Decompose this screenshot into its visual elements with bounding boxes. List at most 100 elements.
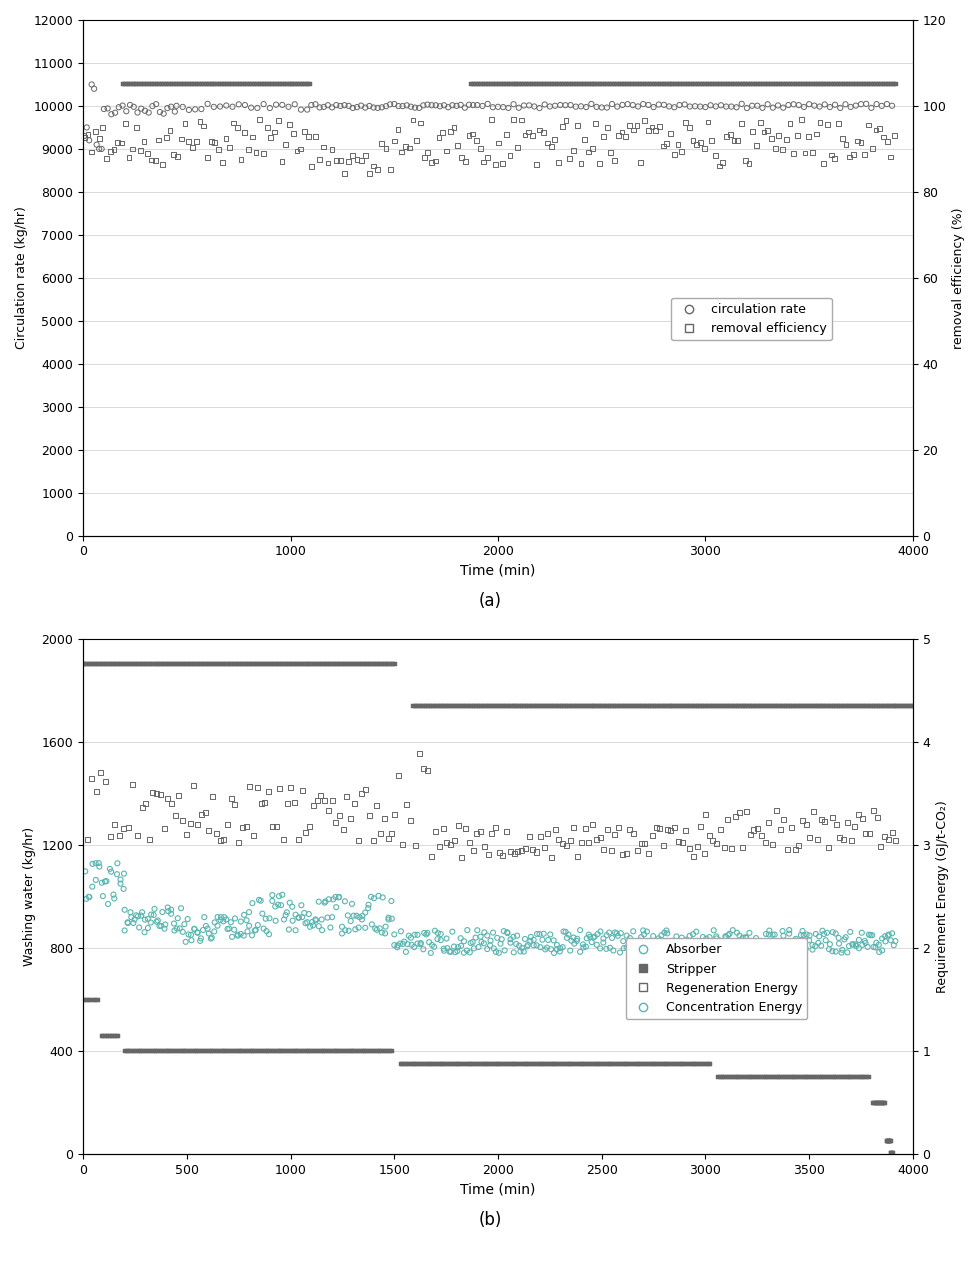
Point [364,654,379,674]
Point [722,695,738,716]
Point [354,784,369,804]
Point [430,1054,446,1074]
Point [871,935,887,955]
Point [831,114,847,134]
Point [458,1054,473,1074]
Point [662,124,678,144]
Point [137,793,153,813]
Point [213,907,228,928]
Point [117,1041,132,1061]
Point [542,1054,558,1074]
Point [145,1041,161,1061]
Point [399,95,415,115]
Point [826,695,842,716]
Point [681,117,697,138]
Point [86,78,102,98]
Point [310,654,325,674]
Point [837,695,853,716]
Point [665,695,681,716]
Point [426,936,442,957]
Point [265,891,280,911]
Point [343,1041,359,1061]
Point [301,904,317,924]
Point [111,97,126,117]
Point [378,96,394,116]
Point [232,1041,248,1061]
Point [848,74,863,95]
Point [584,74,600,95]
Point [737,695,753,716]
Point [324,654,340,674]
Point [167,101,182,121]
Point [167,914,182,934]
Point [351,830,367,851]
Point [279,1041,295,1061]
Point [400,1054,416,1074]
Point [497,695,513,716]
Point [745,121,760,141]
Point [603,695,618,716]
Point [872,119,888,139]
Point [536,837,552,857]
Point [682,74,698,95]
Point [558,95,573,115]
Point [564,74,580,95]
Point [790,125,806,145]
Point [851,930,866,950]
Point [714,940,730,960]
Point [677,95,693,115]
Point [412,97,427,117]
Point [578,97,594,117]
Point [207,133,222,153]
Point [234,1041,250,1061]
Point [255,904,270,924]
Point [875,74,891,95]
Point [103,141,119,162]
Point [116,878,131,899]
Point [646,695,662,716]
Point [501,97,516,117]
Y-axis label: Requirement Energy (GJ/t-CO₂): Requirement Energy (GJ/t-CO₂) [936,800,949,993]
Point [808,124,824,144]
Point [620,1054,636,1074]
Point [888,74,904,95]
Point [687,96,703,116]
Point [497,74,513,95]
Point [532,120,548,140]
Point [192,112,208,133]
Point [636,695,652,716]
Point [858,823,874,843]
Point [311,1041,326,1061]
Point [678,820,694,840]
Point [532,827,548,847]
Point [552,1054,567,1074]
Point [684,695,700,716]
Point [531,695,547,716]
Point [201,74,217,95]
Point [523,926,539,946]
Point [618,938,634,958]
Point [242,1041,258,1061]
Point [572,920,588,940]
Point [677,74,693,95]
Point [224,654,240,674]
Point [559,835,574,856]
Point [624,936,640,957]
Point [122,654,137,674]
Point [763,695,779,716]
Point [170,909,185,929]
Point [155,654,171,674]
Point [770,74,786,95]
Point [257,1041,272,1061]
Point [540,1054,556,1074]
Point [564,695,580,716]
Point [534,930,550,950]
Point [250,777,266,798]
Point [119,101,134,121]
Point [874,929,890,949]
Point [718,926,734,946]
Point [533,695,549,716]
Point [355,906,370,926]
Point [413,933,428,953]
Point [698,97,713,117]
